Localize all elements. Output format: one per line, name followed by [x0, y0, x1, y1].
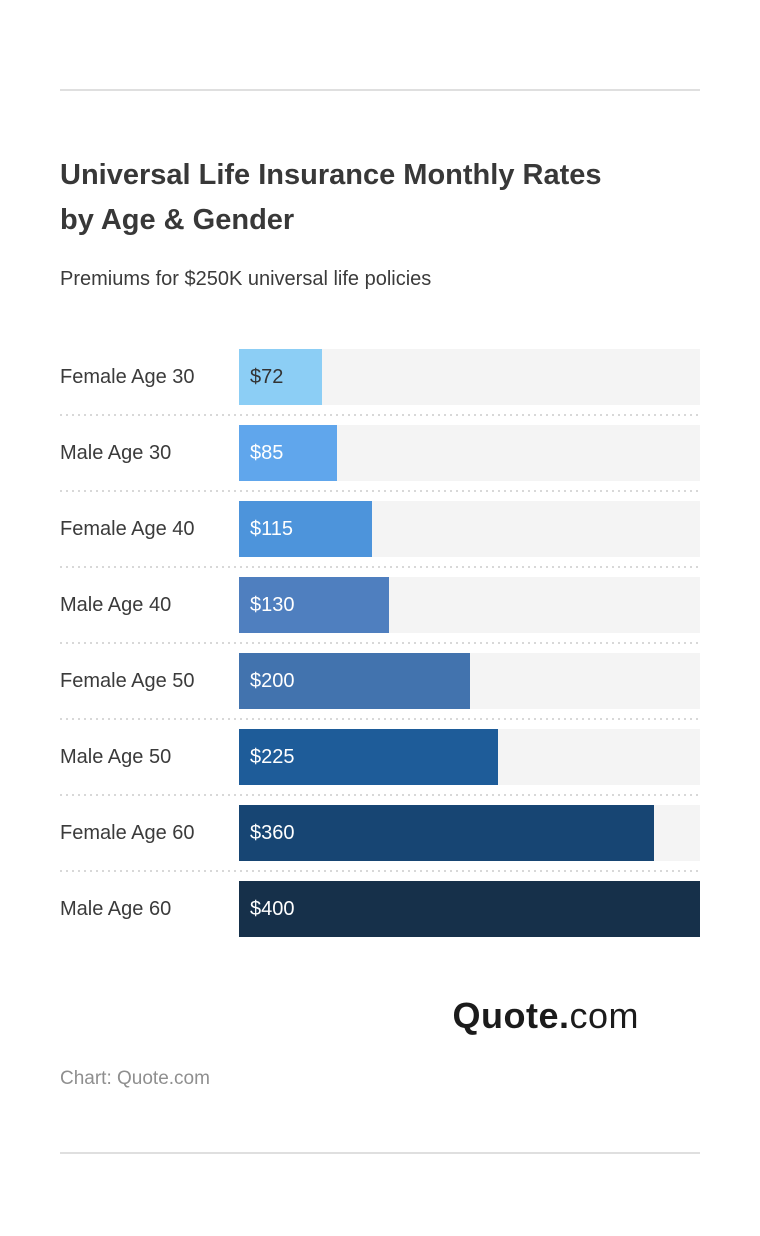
- bottom-divider: [60, 1152, 700, 1154]
- row-label: Male Age 50: [60, 745, 172, 768]
- bar: $130: [239, 577, 389, 633]
- bar-value-label: $400: [250, 897, 295, 920]
- chart-row: Male Age 60 $400: [60, 881, 700, 937]
- chart-row: Male Age 50 $225: [60, 729, 700, 785]
- bar: $400: [239, 881, 700, 937]
- chart-title-line-1: Universal Life Insurance Monthly Rates: [60, 159, 602, 191]
- row-separator: [60, 414, 700, 416]
- chart-row: Female Age 50 $200: [60, 653, 700, 709]
- bar-value-label: $225: [250, 745, 295, 768]
- row-separator: [60, 870, 700, 872]
- bar-track: $85: [239, 425, 700, 481]
- bar-value-label: $200: [250, 669, 295, 692]
- bar-value-label: $85: [250, 441, 284, 464]
- bar-track: $130: [239, 577, 700, 633]
- bar: $200: [239, 653, 470, 709]
- bar-track: $115: [239, 501, 700, 557]
- bar-value-label: $360: [250, 821, 295, 844]
- row-label: Female Age 40: [60, 517, 195, 540]
- row-separator: [60, 718, 700, 720]
- bar: $115: [239, 501, 372, 557]
- chart-credit: Chart: Quote.com: [60, 1068, 210, 1089]
- row-separator: [60, 794, 700, 796]
- bar-chart: Female Age 30 $72 Male Age 30 $85 Female…: [60, 349, 700, 937]
- bar-track: $360: [239, 805, 700, 861]
- top-divider: [60, 89, 700, 91]
- bar: $360: [239, 805, 654, 861]
- row-label: Male Age 40: [60, 593, 172, 616]
- bar: $72: [239, 349, 322, 405]
- bar-track: $400: [239, 881, 700, 937]
- chart-title: Universal Life Insurance Monthly Rates by…: [60, 153, 700, 243]
- chart-row: Female Age 30 $72: [60, 349, 700, 405]
- row-label: Female Age 60: [60, 821, 195, 844]
- bar-track: $225: [239, 729, 700, 785]
- chart-subtitle: Premiums for $250K universal life polici…: [60, 268, 432, 290]
- bar-value-label: $72: [250, 365, 284, 388]
- chart-row: Male Age 30 $85: [60, 425, 700, 481]
- bar: $225: [239, 729, 499, 785]
- content-column: Universal Life Insurance Monthly Rates by…: [60, 89, 700, 1154]
- bar-value-label: $115: [250, 517, 294, 540]
- chart-row: Female Age 40 $115: [60, 501, 700, 557]
- chart-title-line-2: by Age & Gender: [60, 204, 295, 236]
- logo-text-quote: Quote.: [452, 995, 570, 1036]
- row-label: Female Age 50: [60, 669, 195, 692]
- bar-track: $200: [239, 653, 700, 709]
- row-separator: [60, 642, 700, 644]
- row-separator: [60, 566, 700, 568]
- row-label: Male Age 60: [60, 897, 172, 920]
- row-label: Male Age 30: [60, 441, 172, 464]
- bar: $85: [239, 425, 337, 481]
- row-label: Female Age 30: [60, 365, 195, 388]
- logo-text-com: com: [569, 995, 639, 1036]
- row-separator: [60, 490, 700, 492]
- chart-row: Female Age 60 $360: [60, 805, 700, 861]
- chart-row: Male Age 40 $130: [60, 577, 700, 633]
- quote-logo: Quote.com: [60, 995, 700, 1037]
- bar-track: $72: [239, 349, 700, 405]
- bar-value-label: $130: [250, 593, 295, 616]
